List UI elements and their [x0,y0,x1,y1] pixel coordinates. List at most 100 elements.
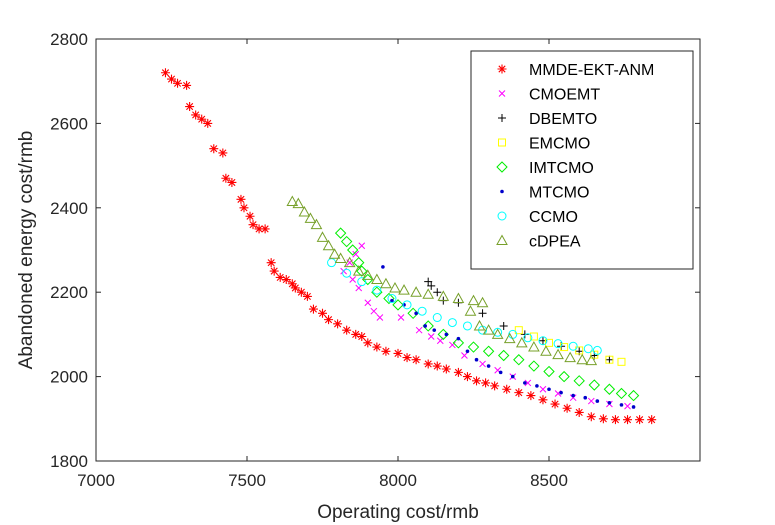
data-point [363,338,373,348]
data-point [452,292,465,304]
data-point [290,283,300,293]
data-point [528,341,540,352]
y-tick-label: 1800 [50,452,88,471]
data-point [513,354,525,366]
data-point [218,148,228,158]
data-point [550,399,560,409]
x-axis-label: Operating cost/rmb [317,502,479,523]
axes: 7000 7500 8000 8500 1800 2000 2200 2400 2600 2800 [50,30,701,490]
data-point [173,78,183,88]
legend-entry: MTCMO [500,185,589,202]
y-axis-label: Abandoned energy cost/rmb [16,131,37,370]
data-point [260,224,270,234]
data-point [349,276,357,283]
data-point [352,265,365,276]
legend-marker [497,64,507,74]
data-point [598,414,608,424]
data-point [569,394,577,402]
data-point [635,415,645,425]
data-point [587,397,595,405]
data-point [389,281,401,293]
data-point [371,286,383,298]
data-point [498,370,503,375]
legend-entry: MMDE-EKT-ANM [497,62,654,79]
data-point [539,385,547,393]
legend-label: MMDE-EKT-ANM [529,62,654,79]
data-point [203,118,213,128]
y-tick-label: 2400 [50,199,88,218]
data-point [182,80,192,90]
data-point [160,68,170,78]
data-point [585,354,598,366]
data-point [558,370,570,383]
data-point [528,360,540,372]
data-point [381,265,385,269]
data-point [245,211,255,221]
data-point [370,307,378,315]
x-tick-label: 7000 [77,471,115,490]
legend-marker [498,138,506,147]
data-point [479,360,486,368]
data-point [583,344,593,354]
data-point [402,353,412,363]
data-point [362,273,374,286]
data-point [467,294,480,306]
data-point [631,405,636,409]
data-point [343,256,356,268]
data-point [564,351,576,363]
data-point [553,339,563,349]
data-point [334,252,347,263]
data-point [340,235,353,248]
data-point [191,110,201,120]
data-point [410,286,422,297]
data-point [481,378,491,388]
data-point [361,269,374,280]
data-point [372,285,382,295]
data-point [491,328,504,339]
data-point [607,400,612,405]
data-point [623,415,633,425]
data-point [402,300,412,310]
data-point [227,177,237,187]
data-point [308,304,318,314]
data-point [449,341,456,349]
data-point [302,291,312,301]
data-point [398,284,410,295]
legend-marker [498,114,506,122]
data-point [529,332,538,341]
data-point [441,364,451,374]
data-point [603,383,616,395]
series-ccmo [327,258,602,355]
data-point [352,250,360,258]
data-point [476,296,489,308]
legend-marker [497,211,507,221]
data-point [381,346,391,356]
data-point [236,194,246,204]
data-point [514,388,524,398]
legend-label: IMTCMO [529,160,594,177]
legend-entry: IMTCMO [496,160,594,177]
data-point [310,218,323,230]
data-point [433,288,442,297]
data-point [286,195,299,206]
legend-entry: CMOEMT [498,87,600,104]
data-point [296,287,306,297]
data-point [333,319,343,329]
legend-entry: DBEMTO [498,111,597,128]
data-point [432,361,442,371]
data-point [393,348,403,358]
y-tick-label: 2200 [50,283,88,302]
data-point [545,338,553,347]
data-point [298,205,311,217]
data-point [372,342,382,352]
legend-label: CMOEMT [529,87,600,104]
data-point [239,203,249,213]
data-point [364,299,372,307]
data-point [514,326,523,335]
legend-marker [496,161,508,173]
legend-label: EMCMO [529,136,590,153]
data-point [588,379,601,391]
data-point [342,325,352,335]
data-point [510,374,515,379]
